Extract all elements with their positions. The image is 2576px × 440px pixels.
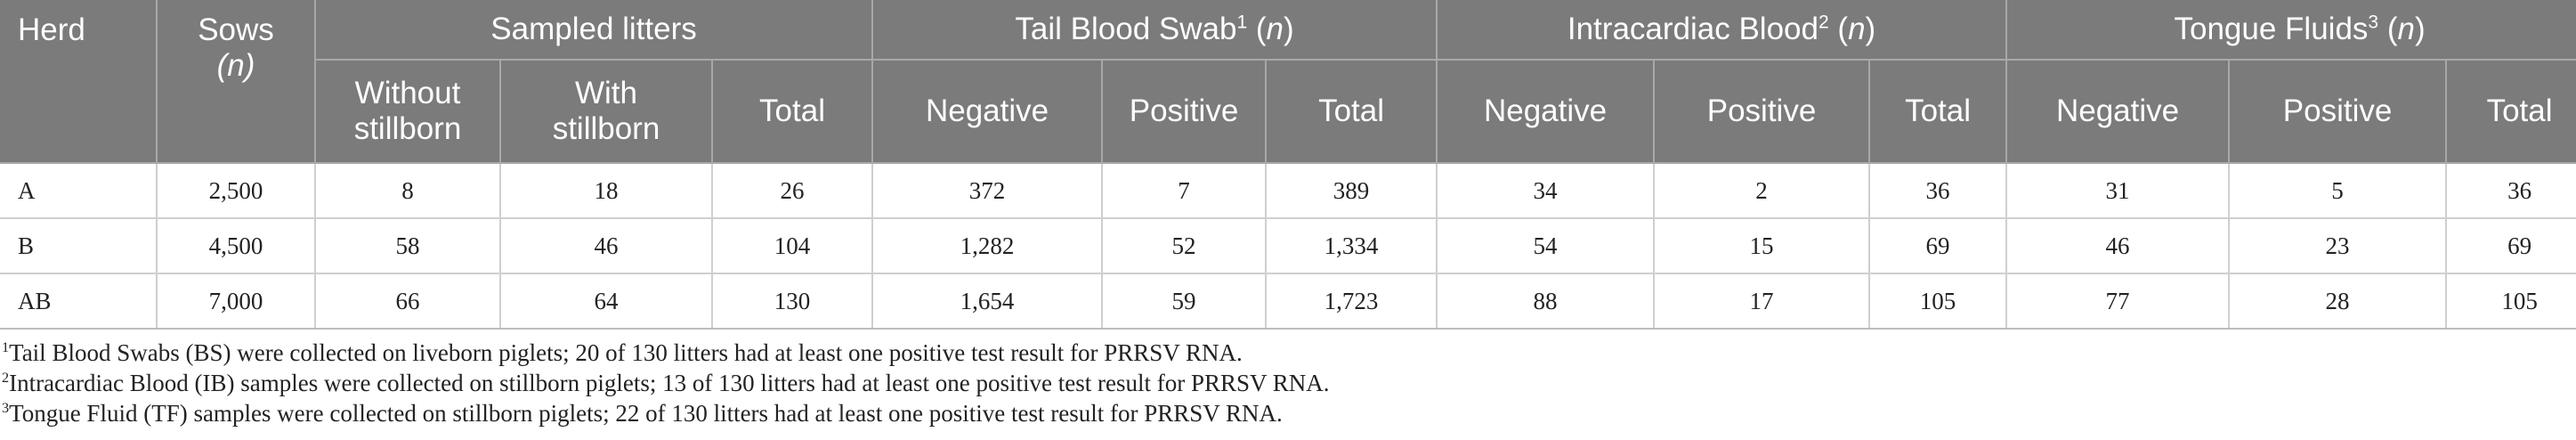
cell-herd: AB xyxy=(0,273,158,330)
cell-tf-pos: 28 xyxy=(2229,273,2448,330)
cell-total: 130 xyxy=(712,273,874,330)
cell-tbs-total: 389 xyxy=(1266,163,1438,219)
cell-tf-neg: 77 xyxy=(2006,273,2231,330)
cell-ib-total: 36 xyxy=(1869,163,2008,219)
cell-herd: B xyxy=(0,218,158,274)
cell-ib-neg: 88 xyxy=(1437,273,1656,330)
col-group-intracardiac-blood: Intracardiac Blood2 (n) xyxy=(1437,0,2008,61)
cell-tf-pos: 5 xyxy=(2229,163,2448,219)
cell-tbs-neg: 1,654 xyxy=(872,273,1104,330)
cell-ib-neg: 34 xyxy=(1437,163,1656,219)
cell-without: 66 xyxy=(315,273,501,330)
col-header-with-stillborn: With stillborn xyxy=(500,60,713,164)
col-header-tbs-positive: Positive xyxy=(1102,60,1268,164)
table-row: A 2,500 8 18 26 372 7 389 34 2 36 31 5 36 xyxy=(0,163,2576,219)
cell-tf-pos: 23 xyxy=(2229,218,2448,274)
col-group-tongue-fluids: Tongue Fluids3 (n) xyxy=(2006,0,2576,61)
cell-tbs-total: 1,334 xyxy=(1266,218,1438,274)
col-group-sampled-litters: Sampled litters xyxy=(315,0,874,61)
col-header-tbs-negative: Negative xyxy=(872,60,1104,164)
col-header-ib-total: Total xyxy=(1869,60,2008,164)
cell-ib-pos: 2 xyxy=(1654,163,1871,219)
cell-with: 46 xyxy=(500,218,713,274)
header-row-sub: Without stillborn With stillborn Total Negati… xyxy=(0,60,2576,164)
col-header-ib-positive: Positive xyxy=(1654,60,1871,164)
cell-tf-total: 69 xyxy=(2446,218,2576,274)
col-header-tf-total: Total xyxy=(2446,60,2576,164)
col-header-herd: Herd xyxy=(0,0,158,164)
col-group-tail-blood-swab: Tail Blood Swab1 (n) xyxy=(872,0,1438,61)
col-header-tf-positive: Positive xyxy=(2229,60,2448,164)
col-header-sows: Sows (n) xyxy=(157,0,316,164)
cell-with: 18 xyxy=(500,163,713,219)
cell-total: 26 xyxy=(712,163,874,219)
cell-tf-total: 105 xyxy=(2446,273,2576,330)
cell-without: 58 xyxy=(315,218,501,274)
cell-with: 64 xyxy=(500,273,713,330)
cell-herd: A xyxy=(0,163,158,219)
cell-tbs-pos: 59 xyxy=(1102,273,1268,330)
table-row: AB 7,000 66 64 130 1,654 59 1,723 88 17 105 77 28 105 xyxy=(0,273,2576,330)
footnote: 3Tongue Fluid (TF) samples were collecte… xyxy=(2,400,1283,427)
col-header-without-stillborn: Without stillborn xyxy=(315,60,501,164)
cell-sows: 4,500 xyxy=(157,218,316,274)
cell-total: 104 xyxy=(712,218,874,274)
col-header-ib-negative: Negative xyxy=(1437,60,1656,164)
header-row-top: Herd Sows (n) Sampled litters Tail Blood Swa… xyxy=(0,0,2576,164)
cell-ib-pos: 17 xyxy=(1654,273,1871,330)
col-header-tf-negative: Negative xyxy=(2006,60,2231,164)
cell-tbs-total: 1,723 xyxy=(1266,273,1438,330)
cell-sows: 7,000 xyxy=(157,273,316,330)
cell-without: 8 xyxy=(315,163,501,219)
cell-sows: 2,500 xyxy=(157,163,316,219)
table-row: B 4,500 58 46 104 1,282 52 1,334 54 15 69 46 23 69 xyxy=(0,218,2576,274)
cell-ib-total: 105 xyxy=(1869,273,2008,330)
cell-tbs-neg: 1,282 xyxy=(872,218,1104,274)
cell-ib-total: 69 xyxy=(1869,218,2008,274)
data-table-figure: Herd Sows (n) Sampled litters Tail Blood Swa… xyxy=(0,0,2576,428)
cell-tbs-pos: 52 xyxy=(1102,218,1268,274)
col-header-tbs-total: Total xyxy=(1266,60,1438,164)
cell-tbs-neg: 372 xyxy=(872,163,1104,219)
footnote: 1Tail Blood Swabs (BS) were collected on… xyxy=(2,339,1243,366)
cell-ib-neg: 54 xyxy=(1437,218,1656,274)
results-table: Herd Sows (n) Sampled litters Tail Blood Swa… xyxy=(0,0,2576,330)
cell-tf-total: 36 xyxy=(2446,163,2576,219)
table-footnotes: 1Tail Blood Swabs (BS) were collected on… xyxy=(0,330,2576,428)
cell-tf-neg: 31 xyxy=(2006,163,2231,219)
cell-tbs-pos: 7 xyxy=(1102,163,1268,219)
col-header-litters-total: Total xyxy=(712,60,874,164)
cell-ib-pos: 15 xyxy=(1654,218,1871,274)
cell-tf-neg: 46 xyxy=(2006,218,2231,274)
footnote: 2Intracardiac Blood (IB) samples were co… xyxy=(2,370,1330,396)
